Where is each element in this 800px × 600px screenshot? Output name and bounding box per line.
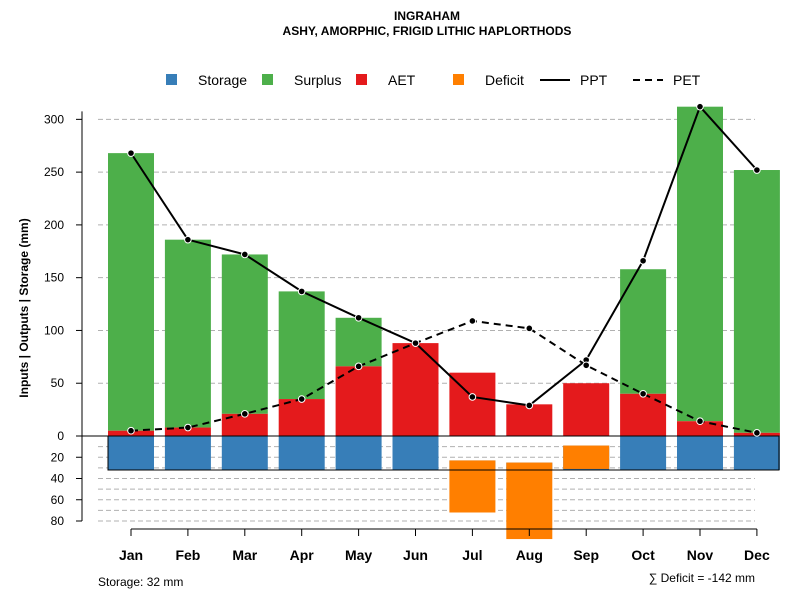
legend-label-pet: PET bbox=[673, 72, 701, 88]
legend-swatch-storage bbox=[166, 74, 177, 85]
bar-storage-mar bbox=[221, 436, 268, 470]
bar-aet-nov bbox=[677, 421, 723, 436]
legend-label-surplus: Surplus bbox=[294, 72, 341, 88]
y-tick-label-lower-40: 40 bbox=[51, 472, 65, 486]
bar-surplus-may bbox=[335, 317, 382, 367]
storage-note: Storage: 32 mm bbox=[98, 575, 183, 589]
legend-swatch-surplus bbox=[262, 74, 273, 85]
point-pet-oct bbox=[639, 389, 647, 398]
legend-label-aet: AET bbox=[388, 72, 416, 88]
point-ppt-mar bbox=[241, 250, 249, 259]
x-tick-label-jan: Jan bbox=[119, 547, 143, 563]
point-pet-jan bbox=[127, 426, 135, 435]
point-ppt-jan bbox=[127, 149, 135, 157]
chart-title: INGRAHAM bbox=[394, 9, 460, 23]
bar-storage-may bbox=[335, 436, 382, 470]
line-ppt bbox=[130, 104, 758, 407]
x-tick-label-nov: Nov bbox=[687, 547, 714, 563]
point-pet-jun bbox=[411, 339, 420, 347]
point-ppt-jul bbox=[468, 393, 477, 401]
point-ppt-aug bbox=[525, 401, 534, 410]
y-tick-label-50: 50 bbox=[51, 376, 65, 390]
point-ppt-may bbox=[354, 313, 363, 322]
bars bbox=[82, 106, 780, 540]
point-pet-nov bbox=[696, 417, 704, 426]
bar-storage-jan bbox=[108, 436, 154, 470]
y-tick-label-300: 300 bbox=[44, 112, 64, 126]
point-pet-feb bbox=[184, 423, 192, 432]
point-pet-may bbox=[354, 362, 363, 371]
legend-swatch-deficit bbox=[453, 74, 464, 85]
chart-subtitle: ASHY, AMORPHIC, FRIGID LITHIC HAPLORTHOD… bbox=[283, 24, 572, 38]
bar-storage-jun bbox=[392, 436, 439, 470]
x-tick-label-apr: Apr bbox=[290, 547, 315, 563]
legend-label-deficit: Deficit bbox=[485, 72, 524, 88]
y-tick-label-0: 0 bbox=[57, 429, 64, 443]
bar-deficit-jul bbox=[449, 460, 496, 513]
axes: 0 50 100 150 200 250 300 20 40 60 80 Jan Feb Mar Apr Ma… bbox=[44, 111, 770, 563]
bar-storage-nov bbox=[677, 436, 723, 470]
bar-aet-may bbox=[335, 366, 382, 436]
bar-surplus-dec bbox=[733, 170, 780, 433]
point-pet-mar bbox=[241, 410, 249, 418]
point-pet-jul bbox=[468, 317, 477, 325]
point-pet-aug bbox=[525, 324, 534, 333]
x-tick-label-oct: Oct bbox=[631, 547, 655, 563]
x-tick-label-feb: Feb bbox=[175, 547, 200, 563]
x-tick-label-dec: Dec bbox=[744, 547, 770, 563]
legend-label-ppt: PPT bbox=[580, 72, 608, 88]
bar-surplus-oct bbox=[620, 269, 667, 394]
x-tick-label-mar: Mar bbox=[232, 547, 257, 563]
legend-label-storage: Storage bbox=[198, 72, 247, 88]
bar-surplus-jan bbox=[108, 153, 154, 431]
point-pet-apr bbox=[297, 395, 306, 403]
x-tick-label-aug: Aug bbox=[516, 547, 543, 563]
point-ppt-nov bbox=[696, 102, 704, 111]
point-ppt-apr bbox=[297, 287, 306, 296]
bar-deficit-aug bbox=[506, 462, 553, 540]
y-tick-label-150: 150 bbox=[44, 271, 64, 285]
bar-storage-oct bbox=[620, 436, 667, 470]
bar-surplus-nov bbox=[677, 106, 723, 422]
y-axis-title: Inputs | Outputs | Storage (mm) bbox=[17, 218, 31, 397]
bar-storage-apr bbox=[278, 436, 325, 470]
deficit-note: ∑ Deficit = -142 mm bbox=[649, 571, 755, 585]
bar-aet-apr bbox=[278, 399, 325, 436]
bar-aet-feb bbox=[164, 427, 211, 436]
y-tick-label-100: 100 bbox=[44, 323, 64, 337]
x-tick-label-may: May bbox=[345, 547, 372, 563]
point-pet-dec bbox=[753, 429, 761, 437]
bar-surplus-mar bbox=[221, 254, 268, 414]
y-tick-label-200: 200 bbox=[44, 218, 64, 232]
legend-swatch-aet bbox=[356, 74, 367, 85]
point-ppt-oct bbox=[639, 256, 647, 265]
point-pet-sep bbox=[582, 361, 591, 370]
bar-aet-mar bbox=[221, 413, 268, 436]
y-tick-label-lower-60: 60 bbox=[51, 493, 65, 507]
bar-surplus-feb bbox=[164, 239, 211, 428]
lines bbox=[127, 102, 761, 437]
bar-deficit-sep bbox=[563, 445, 610, 469]
bar-surplus-apr bbox=[278, 291, 325, 400]
point-ppt-feb bbox=[184, 235, 192, 244]
legend: Storage Surplus AET Deficit PPT PET bbox=[166, 72, 701, 88]
y-tick-label-250: 250 bbox=[44, 165, 64, 179]
x-tick-label-jul: Jul bbox=[462, 547, 482, 563]
x-tick-label-jun: Jun bbox=[403, 547, 428, 563]
bar-aet-oct bbox=[620, 393, 667, 436]
x-tick-label-sep: Sep bbox=[573, 547, 599, 563]
y-tick-label-lower-20: 20 bbox=[51, 450, 65, 464]
bar-storage-feb bbox=[164, 436, 211, 470]
y-tick-label-lower-80: 80 bbox=[51, 514, 65, 528]
bar-aet-aug bbox=[506, 404, 553, 436]
bar-storage-dec bbox=[733, 436, 780, 470]
point-ppt-dec bbox=[753, 166, 761, 174]
bar-aet-sep bbox=[563, 383, 610, 436]
